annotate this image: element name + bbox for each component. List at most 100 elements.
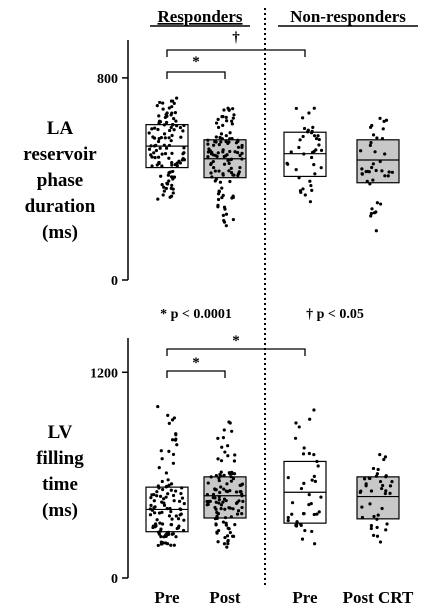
data-point (216, 540, 220, 544)
data-point (301, 134, 305, 139)
data-point (236, 509, 241, 513)
data-point (167, 143, 171, 148)
significance-bracket (166, 348, 306, 356)
data-point (235, 512, 240, 516)
data-point (169, 113, 173, 117)
data-point (216, 151, 220, 155)
data-point (220, 186, 224, 190)
data-point (162, 185, 166, 189)
data-point (214, 522, 218, 526)
data-point (233, 453, 237, 457)
data-point (165, 111, 169, 115)
data-point (378, 116, 382, 120)
data-point (159, 174, 163, 178)
panel-la-reservoir: LA reservoir phase duration (ms) 0 800 * † (23, 30, 400, 289)
data-point (376, 467, 380, 472)
data-point (310, 188, 314, 193)
data-point (307, 493, 311, 497)
data-point (312, 474, 316, 479)
data-point (360, 172, 364, 176)
data-point (170, 517, 174, 521)
data-point (217, 189, 221, 193)
data-point (171, 169, 175, 174)
data-point (158, 494, 163, 498)
data-point (228, 149, 232, 154)
data-point (315, 459, 319, 464)
data-point (172, 499, 176, 503)
data-point (369, 214, 373, 218)
data-point (225, 545, 229, 549)
data-point (169, 523, 173, 527)
data-point (312, 512, 316, 517)
data-point (162, 123, 166, 127)
data-point (378, 540, 383, 544)
data-point (217, 478, 221, 483)
data-point (370, 123, 374, 128)
data-point (162, 143, 166, 147)
data-point (222, 162, 227, 166)
data-point (362, 477, 367, 481)
data-point (232, 459, 237, 463)
panel-la-label-line: phase (37, 170, 83, 191)
data-point (370, 207, 374, 211)
data-point (229, 171, 234, 175)
data-point (171, 493, 176, 498)
data-point (312, 106, 316, 110)
data-point (310, 529, 314, 534)
data-point (182, 146, 186, 150)
data-point (206, 142, 210, 146)
data-point (182, 123, 186, 128)
data-point (225, 482, 229, 486)
data-point (237, 499, 241, 503)
x-label-responders-pre: Pre (154, 588, 180, 607)
data-point (171, 191, 175, 195)
data-point (220, 114, 224, 119)
data-point (219, 470, 223, 474)
data-point (170, 133, 174, 138)
data-point (163, 152, 168, 156)
data-point (371, 162, 375, 166)
data-point (222, 473, 226, 478)
data-point (165, 181, 169, 185)
data-point (297, 176, 301, 180)
data-point (163, 136, 167, 140)
data-point (219, 506, 223, 511)
significance-bracket (166, 370, 226, 378)
data-point (223, 507, 227, 511)
data-point (182, 518, 186, 522)
data-point (231, 194, 235, 198)
data-point (229, 166, 233, 170)
x-label-nonresponders-post: Post CRT (343, 588, 414, 607)
data-point (229, 479, 233, 483)
data-point (149, 144, 153, 148)
data-point (180, 486, 184, 490)
data-point (223, 450, 227, 454)
data-point (161, 101, 165, 105)
data-point (227, 420, 231, 424)
data-point (156, 484, 160, 488)
data-point (368, 182, 372, 186)
x-axis-labels: Pre Post Pre Post CRT (154, 588, 414, 607)
data-point (166, 492, 170, 496)
data-point (388, 491, 392, 496)
data-point (160, 457, 164, 461)
data-point (169, 139, 173, 143)
data-point (238, 165, 242, 170)
data-point (240, 157, 244, 161)
data-point (383, 152, 387, 156)
data-point (221, 500, 225, 504)
data-point (221, 148, 225, 152)
data-point (375, 201, 379, 205)
data-point (369, 523, 374, 528)
data-point (153, 126, 157, 130)
data-point (174, 489, 178, 493)
data-point (149, 496, 153, 500)
responders-header: Responders (157, 7, 242, 26)
data-point (303, 193, 307, 197)
data-point (205, 499, 209, 504)
data-point (212, 143, 216, 147)
data-point (374, 229, 378, 233)
data-point (369, 211, 374, 216)
data-point (167, 156, 171, 160)
data-point (310, 478, 314, 482)
